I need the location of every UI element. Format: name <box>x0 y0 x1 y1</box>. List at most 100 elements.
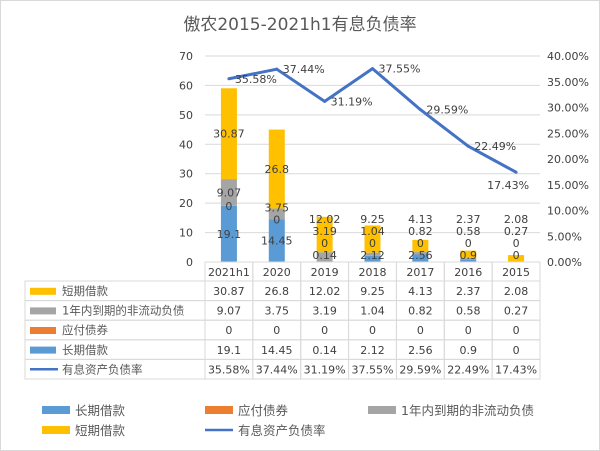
table-cell-value: 2.37 <box>456 285 481 298</box>
category-label: 2017 <box>406 266 434 279</box>
bar-data-label: 19.1 <box>217 228 242 241</box>
bar-data-label: 14.45 <box>261 235 293 248</box>
line-data-label: 17.43% <box>487 179 529 192</box>
bar-segment <box>460 250 477 258</box>
table-cell-value: 0.9 <box>459 344 477 357</box>
table-cell-value: 0 <box>273 324 280 337</box>
bar-segment <box>460 259 477 262</box>
y-tick-label: 70 <box>179 50 193 63</box>
legend-key-swatch <box>30 327 56 334</box>
category-label: 2020 <box>263 266 291 279</box>
bar-data-label: 26.8 <box>265 163 290 176</box>
bar-data-label: 9.25 <box>360 213 385 226</box>
bar-data-label: 2.12 <box>360 249 385 262</box>
table-cell-value: 14.45 <box>261 344 293 357</box>
bar-data-label: 3.75 <box>265 201 290 214</box>
bar-segment <box>268 129 285 209</box>
legend-swatch <box>42 406 70 414</box>
category-label: 2018 <box>359 266 387 279</box>
table-cell-value: 19.1 <box>217 344 242 357</box>
table-cell-value: 0.82 <box>408 305 433 318</box>
line-data-label: 37.44% <box>283 63 325 76</box>
y2-tick-label: 25.00% <box>547 127 589 140</box>
bar-data-label: 4.13 <box>408 213 433 226</box>
table-cell-value: 3.75 <box>265 305 290 318</box>
table-cell-value: 4.13 <box>408 285 433 298</box>
table-row-label: 1年内到期的非流动负债 <box>62 304 184 318</box>
bar-segment <box>220 88 237 180</box>
legend-key-swatch <box>30 346 56 354</box>
bar-data-label: 0 <box>513 249 520 262</box>
table-cell-value: 0.27 <box>504 305 529 318</box>
bar-data-label: 0 <box>417 237 424 250</box>
legend-key-swatch <box>30 287 56 295</box>
legend-label: 应付债券 <box>238 403 289 418</box>
table-cell-value: 22.49% <box>447 363 489 376</box>
bar-data-label: 0 <box>465 237 472 250</box>
legend-label: 1年内到期的非流动负债 <box>401 403 534 418</box>
bar-segment <box>364 225 381 253</box>
line-point <box>418 108 422 112</box>
bar-data-label: 12.02 <box>309 213 341 226</box>
y-tick-label: 60 <box>179 79 193 92</box>
y-tick-label: 10 <box>179 227 193 240</box>
legend-swatch <box>42 426 70 434</box>
bar-data-label: 2.08 <box>504 213 529 226</box>
legend-label: 长期借款 <box>75 403 126 418</box>
line-data-label: 29.59% <box>426 104 468 117</box>
bar-data-label: 0 <box>369 237 376 250</box>
table-cell-value: 26.8 <box>265 285 290 298</box>
table-cell-value: 0 <box>321 324 328 337</box>
bar-data-label: 0 <box>225 200 232 213</box>
legend-label: 有息资产负债率 <box>238 423 326 438</box>
bar-segment <box>412 252 429 255</box>
line-data-label: 37.55% <box>379 63 421 76</box>
bar-data-label: 0.14 <box>312 249 337 262</box>
legend-label: 短期借款 <box>75 423 126 438</box>
bar-data-label: 2.56 <box>408 249 433 262</box>
y2-tick-label: 0.00% <box>547 256 582 269</box>
y-tick-label: 30 <box>179 168 193 181</box>
category-label: 2015 <box>502 266 530 279</box>
y2-tick-label: 30.00% <box>547 102 589 115</box>
line-point <box>371 67 374 71</box>
table-cell-value: 2.12 <box>360 344 385 357</box>
table-cell-value: 2.08 <box>504 285 529 298</box>
y2-tick-label: 15.00% <box>547 179 589 192</box>
table-cell-value: 29.59% <box>399 363 441 376</box>
legend-swatch <box>368 406 396 414</box>
table-row-label: 有息资产负债率 <box>62 362 143 376</box>
bar-data-label: 0.58 <box>456 225 481 238</box>
bar-segment <box>316 216 333 253</box>
bar-data-label: 9.07 <box>217 186 242 199</box>
bar-segment <box>460 257 477 260</box>
bar-data-label: 0.27 <box>504 225 529 238</box>
table-row-label: 短期借款 <box>62 284 108 298</box>
table-cell-value: 0 <box>369 324 376 337</box>
y-tick-label: 0 <box>186 256 193 269</box>
table-cell-value: 0 <box>225 324 232 337</box>
table-cell-value: 0 <box>513 344 520 357</box>
y-tick-label: 20 <box>179 197 193 210</box>
line-point <box>323 99 327 103</box>
y2-tick-label: 35.00% <box>547 76 589 89</box>
bar-segment <box>412 254 429 262</box>
line-data-label: 22.49% <box>474 140 516 153</box>
bar-data-label: 0.82 <box>408 225 433 238</box>
chart-title: 傲农2015-2021h1有息负债率 <box>183 15 416 35</box>
category-label: 2019 <box>311 266 339 279</box>
y2-tick-label: 5.00% <box>547 230 582 243</box>
y2-tick-label: 10.00% <box>547 205 589 218</box>
table-cell-value: 37.44% <box>256 363 298 376</box>
table-cell-value: 9.07 <box>217 305 242 318</box>
table-row-label: 长期借款 <box>62 343 108 357</box>
bar-data-label: 0 <box>513 237 520 250</box>
bar-segment <box>364 252 381 256</box>
table-cell-value: 31.19% <box>304 363 346 376</box>
bar-segment <box>268 219 285 262</box>
table-cell-value: 1.04 <box>360 305 385 318</box>
table-cell-value: 0 <box>417 324 424 337</box>
line-point <box>514 170 518 174</box>
